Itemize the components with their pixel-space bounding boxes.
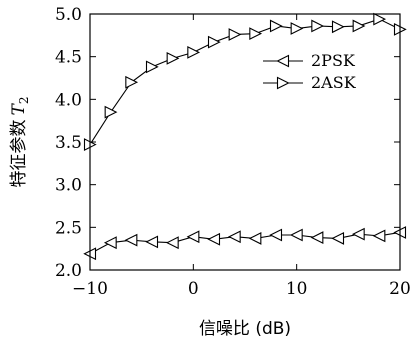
data-point bbox=[145, 60, 159, 74]
series-2psk bbox=[83, 226, 407, 261]
y-axis-label-symbol: T bbox=[9, 102, 29, 115]
data-point bbox=[165, 236, 179, 250]
data-point bbox=[352, 19, 366, 33]
series-line bbox=[89, 231, 401, 255]
data-point bbox=[207, 232, 221, 246]
data-point bbox=[207, 35, 221, 49]
x-tick-label: 20 bbox=[389, 279, 410, 299]
plot-frame bbox=[89, 13, 401, 271]
y-tick-label: 4.5 bbox=[55, 48, 82, 68]
data-point bbox=[248, 232, 262, 245]
legend-label: 2PSK bbox=[311, 51, 356, 70]
data-point bbox=[269, 228, 283, 242]
data-point bbox=[103, 236, 117, 250]
y-axis-label-subscript: 2 bbox=[17, 97, 31, 105]
y-axis-label-text: 特征参数 bbox=[9, 119, 29, 187]
data-point bbox=[331, 20, 345, 34]
data-point bbox=[372, 229, 386, 243]
data-point bbox=[186, 230, 200, 244]
data-point bbox=[373, 12, 387, 26]
data-point bbox=[310, 231, 324, 244]
legend-marker bbox=[276, 76, 290, 90]
x-axis-label: 信噪比 (dB) bbox=[199, 319, 291, 339]
data-point bbox=[311, 19, 325, 33]
data-point bbox=[125, 75, 139, 89]
legend: 2PSK 2ASK bbox=[263, 51, 357, 92]
y-tick-label: 3.0 bbox=[55, 176, 82, 196]
data-point bbox=[145, 235, 159, 249]
data-point bbox=[104, 105, 118, 119]
y-tick-label: 5.0 bbox=[55, 5, 82, 25]
x-tick-label: −10 bbox=[72, 279, 108, 299]
data-point bbox=[269, 19, 283, 33]
data-point bbox=[227, 230, 241, 244]
series-2ask bbox=[83, 12, 407, 151]
data-point bbox=[228, 28, 242, 41]
data-point bbox=[187, 46, 201, 59]
x-tick-label: 0 bbox=[188, 279, 199, 299]
y-axis-label: 特征参数 T2 bbox=[9, 97, 31, 188]
legend-label: 2ASK bbox=[311, 73, 357, 92]
data-point bbox=[331, 232, 345, 245]
legend-item-2ask: 2ASK bbox=[263, 73, 357, 92]
y-tick-label: 4.0 bbox=[55, 90, 82, 110]
series-layer bbox=[83, 12, 407, 261]
y-tick-label: 3.5 bbox=[55, 133, 82, 153]
y-tick-label: 2.5 bbox=[55, 218, 82, 238]
data-point bbox=[249, 27, 263, 41]
legend-marker bbox=[276, 54, 290, 68]
ticks-layer: −10 0 10 20 2.0 2.5 3.0 3.5 4.0 4.5 5.0 bbox=[55, 5, 410, 299]
data-point bbox=[166, 51, 180, 65]
series-line bbox=[89, 18, 401, 145]
x-tick-label: 10 bbox=[286, 279, 308, 299]
data-point bbox=[290, 22, 304, 35]
legend-item-2psk: 2PSK bbox=[263, 51, 356, 70]
data-point bbox=[124, 233, 138, 247]
y-tick-label: 2.0 bbox=[55, 261, 82, 281]
data-point bbox=[351, 227, 365, 241]
data-point bbox=[289, 228, 303, 242]
